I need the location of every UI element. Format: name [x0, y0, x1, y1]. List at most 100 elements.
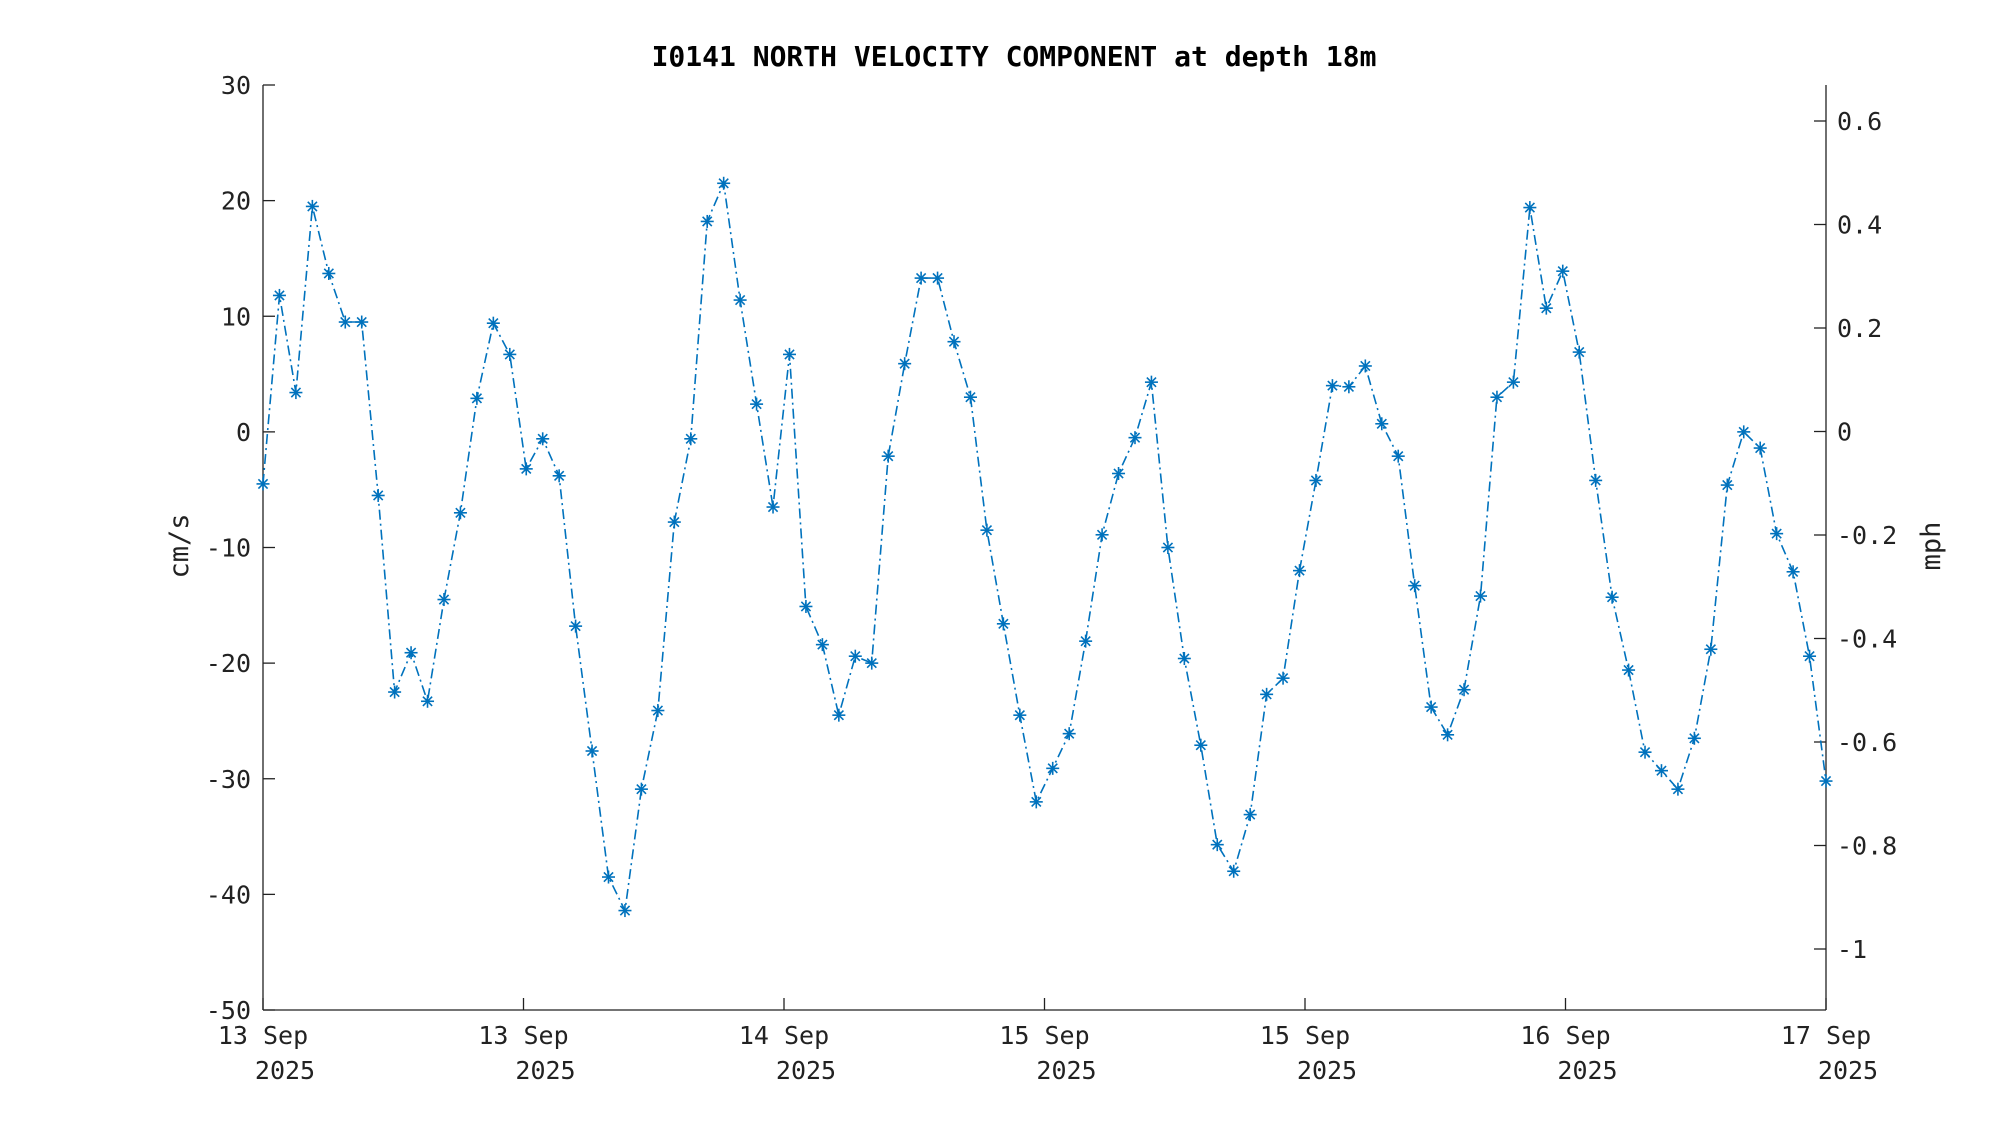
y-tick-label-left: -30 [206, 765, 251, 794]
data-point [602, 870, 616, 884]
data-point [799, 599, 813, 613]
data-point [1704, 642, 1718, 656]
x-tick-label-year: 2025 [1036, 1056, 1096, 1085]
y-tick-label-right: 0.2 [1837, 314, 1882, 343]
x-tick-label-year: 2025 [1818, 1056, 1878, 1085]
data-point [1260, 687, 1274, 701]
data-point [750, 397, 764, 411]
x-tick-label-day: 16 Sep [1520, 1021, 1610, 1050]
y-tick-label-right: -0.6 [1837, 728, 1897, 757]
data-point [1342, 380, 1356, 394]
series-line [262, 180, 1827, 914]
y-tick-label-right: -1 [1837, 935, 1867, 964]
data-point [1062, 727, 1076, 741]
x-axis: 13 Sep 2025 13 Sep 2025 14 Sep 2025 15 Sep 2025… [218, 998, 1878, 1085]
data-point [437, 593, 451, 607]
data-point [388, 685, 402, 699]
data-point [1194, 738, 1208, 752]
y-tick-label-left: -20 [206, 649, 251, 678]
data-point [1391, 449, 1405, 463]
data-point [1720, 478, 1734, 492]
data-point [569, 619, 583, 633]
data-point [1046, 761, 1060, 775]
y-axis-right: 0.6 0.4 0.2 0 -0.2 -0.4 -0.6 -0.8 -1 [1814, 107, 1897, 964]
data-point [848, 649, 862, 663]
data-point [1786, 565, 1800, 579]
data-point [881, 449, 895, 463]
data-point [1441, 728, 1455, 742]
y-tick-label-right: -0.8 [1837, 832, 1897, 861]
data-point [1293, 564, 1307, 578]
plot-axes [262, 85, 1827, 1011]
data-point [1638, 745, 1652, 759]
x-tick-label-day: 15 Sep [999, 1021, 1089, 1050]
data-point [766, 500, 780, 514]
data-point [1473, 589, 1487, 603]
data-point [1375, 417, 1389, 431]
data-point [1177, 652, 1191, 665]
data-point [486, 316, 500, 330]
data-point [733, 293, 747, 307]
data-point [1671, 782, 1685, 796]
data-point [1210, 838, 1224, 852]
data-point [1506, 375, 1520, 389]
data-point [519, 462, 533, 476]
data-point [272, 288, 286, 302]
data-point [651, 704, 665, 718]
y-axis-left: 30 20 10 0 -10 -20 -30 -40 -50 [206, 71, 275, 1025]
data-point [371, 488, 385, 502]
data-point [684, 432, 698, 446]
data-point [1523, 201, 1537, 215]
y-tick-label-left: -10 [206, 534, 251, 563]
data-point [832, 708, 846, 722]
data-point [1803, 649, 1817, 663]
data-point [1112, 467, 1126, 480]
data-point [1687, 731, 1701, 745]
y-tick-label-right: 0.6 [1837, 107, 1882, 136]
data-point [1770, 527, 1784, 541]
data-point [355, 315, 369, 329]
chart-title: I0141 NORTH VELOCITY COMPONENT at depth … [652, 40, 1377, 73]
y-tick-label-right: 0.4 [1837, 211, 1882, 240]
data-point [1095, 528, 1109, 542]
data-point [1013, 708, 1027, 722]
data-point [1144, 375, 1158, 389]
data-point [1227, 864, 1241, 878]
data-point [1753, 441, 1767, 455]
series-markers [256, 176, 1833, 918]
data-point [305, 199, 319, 213]
data-point [1556, 264, 1570, 278]
x-tick-label-day: 15 Sep [1260, 1021, 1350, 1050]
data-point [618, 904, 632, 918]
x-tick-label-day: 13 Sep [478, 1021, 568, 1050]
data-point [1029, 795, 1043, 809]
data-point [552, 469, 566, 483]
x-tick-label-year: 2025 [1297, 1056, 1357, 1085]
data-point [717, 176, 731, 190]
data-point [536, 432, 550, 446]
x-tick-label-year: 2025 [255, 1056, 315, 1085]
data-point [1457, 683, 1471, 697]
data-point [1309, 473, 1323, 487]
x-tick-label-year: 2025 [776, 1056, 836, 1085]
x-tick-label-day: 13 Sep [218, 1021, 308, 1050]
data-point [1276, 671, 1290, 685]
data-point [782, 347, 796, 361]
data-point [1161, 541, 1175, 554]
data-point [1589, 473, 1603, 487]
y-tick-label-left: -40 [206, 880, 251, 909]
data-point [1819, 774, 1833, 788]
y-tick-label-left: 0 [236, 418, 251, 447]
data-point [470, 391, 484, 405]
data-point [1572, 345, 1586, 359]
data-point [453, 506, 467, 520]
data-point [898, 357, 912, 371]
x-tick-label-year: 2025 [1557, 1056, 1617, 1085]
data-point [1079, 634, 1093, 648]
data-point [947, 335, 961, 349]
data-point [1128, 431, 1142, 445]
data-point [1539, 301, 1553, 315]
data-point [865, 656, 879, 670]
data-point [1737, 425, 1751, 439]
